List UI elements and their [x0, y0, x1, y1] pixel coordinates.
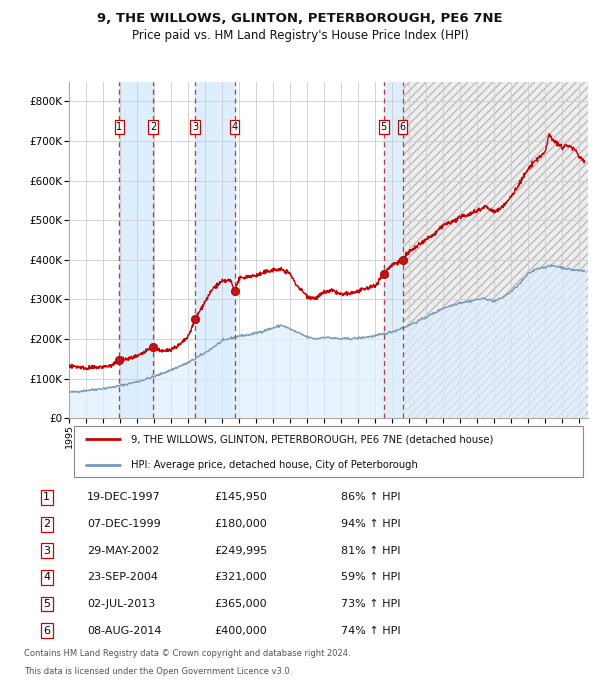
Text: This data is licensed under the Open Government Licence v3.0.: This data is licensed under the Open Gov…	[24, 667, 292, 676]
Text: 1: 1	[43, 492, 50, 503]
Text: 5: 5	[380, 122, 387, 132]
Text: 1: 1	[116, 122, 122, 132]
Text: 08-AUG-2014: 08-AUG-2014	[87, 626, 161, 636]
Text: 4: 4	[232, 122, 238, 132]
Text: 5: 5	[43, 599, 50, 609]
Text: 59% ↑ HPI: 59% ↑ HPI	[341, 573, 400, 582]
Text: 2: 2	[150, 122, 156, 132]
Text: 6: 6	[43, 626, 50, 636]
Bar	[403, 82, 588, 418]
Text: £180,000: £180,000	[214, 519, 266, 529]
Text: 23-SEP-2004: 23-SEP-2004	[87, 573, 158, 582]
Text: 81% ↑ HPI: 81% ↑ HPI	[341, 546, 400, 556]
Bar	[119, 82, 153, 418]
Text: £249,995: £249,995	[214, 546, 267, 556]
Text: £321,000: £321,000	[214, 573, 266, 582]
Text: 3: 3	[192, 122, 198, 132]
FancyBboxPatch shape	[74, 426, 583, 477]
Text: 02-JUL-2013: 02-JUL-2013	[87, 599, 155, 609]
Text: HPI: Average price, detached house, City of Peterborough: HPI: Average price, detached house, City…	[131, 460, 418, 471]
Text: 29-MAY-2002: 29-MAY-2002	[87, 546, 160, 556]
Text: £365,000: £365,000	[214, 599, 266, 609]
Text: Price paid vs. HM Land Registry's House Price Index (HPI): Price paid vs. HM Land Registry's House …	[131, 29, 469, 41]
Text: 07-DEC-1999: 07-DEC-1999	[87, 519, 161, 529]
Text: 9, THE WILLOWS, GLINTON, PETERBOROUGH, PE6 7NE: 9, THE WILLOWS, GLINTON, PETERBOROUGH, P…	[97, 12, 503, 24]
Bar	[384, 82, 403, 418]
Text: 3: 3	[43, 546, 50, 556]
Text: 73% ↑ HPI: 73% ↑ HPI	[341, 599, 400, 609]
Text: 19-DEC-1997: 19-DEC-1997	[87, 492, 161, 503]
Text: 94% ↑ HPI: 94% ↑ HPI	[341, 519, 400, 529]
Text: 9, THE WILLOWS, GLINTON, PETERBOROUGH, PE6 7NE (detached house): 9, THE WILLOWS, GLINTON, PETERBOROUGH, P…	[131, 435, 494, 444]
Text: 74% ↑ HPI: 74% ↑ HPI	[341, 626, 400, 636]
Text: £145,950: £145,950	[214, 492, 267, 503]
Text: 6: 6	[400, 122, 406, 132]
Text: 2: 2	[43, 519, 50, 529]
Text: Contains HM Land Registry data © Crown copyright and database right 2024.: Contains HM Land Registry data © Crown c…	[24, 649, 350, 658]
Bar	[195, 82, 235, 418]
Text: 4: 4	[43, 573, 50, 582]
Text: £400,000: £400,000	[214, 626, 266, 636]
Text: 86% ↑ HPI: 86% ↑ HPI	[341, 492, 400, 503]
